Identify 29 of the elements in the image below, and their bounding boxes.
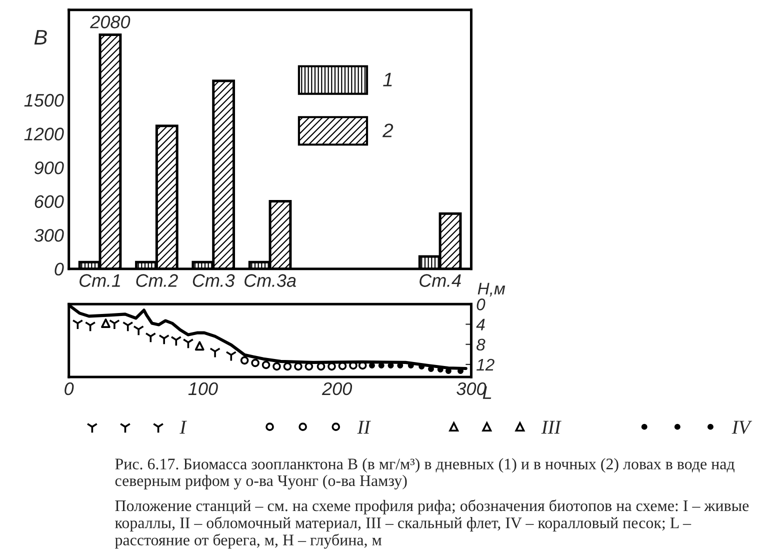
y-tick-label: 4 [476,318,485,330]
data-label: 2080 [90,16,130,28]
legend-label: III [541,420,562,434]
x-tick-label: Ст.3 [192,274,235,287]
y-tick-label: 600 [34,195,64,208]
x-tick-label: 0 [64,382,74,396]
legend-label: IV [732,420,752,434]
y-tick-label: 0 [54,262,64,276]
y-tick-label: 12 [476,358,494,370]
x-tick-label: Ст.3а [244,274,296,287]
text: Рис. 6.17. Биомасса зоопланктона B (в мг/м³) в дневных (1) и в ночных (2) ловах в воде над северным рифом у о-ва Чуонг (о-ва Намзу) [115,458,734,490]
x-tick-label: Ст.1 [80,274,120,287]
x-tick-label: 200 [322,382,352,396]
legend-label: 1 [383,72,392,86]
y-axis-title: H,м [478,282,506,297]
legend-label: I [180,420,187,434]
y-axis-title: B [34,30,47,44]
y-tick-label: 0 [476,298,486,310]
text: Положение станций – см. на схеме профиля рифа; обозначения биотопов на схеме: I – живые кораллы, II – обломочный материал, III – скальный флет, IV – коралловый песок; L – расстояние от берега, м, H – глубина, м [115,500,749,549]
legend-label: 2 [382,124,394,138]
y-tick-label: 8 [476,338,486,351]
x-tick-label: Ст.4 [420,274,461,287]
y-tick-label: 1500 [24,94,64,107]
y-tick-label: 900 [34,161,64,174]
x-tick-label: Ст.2 [136,274,178,287]
x-tick-label: 100 [188,382,218,396]
y-tick-label: 1200 [24,128,64,140]
y-tick-label: 300 [34,228,64,242]
legend-label: II [357,420,371,434]
